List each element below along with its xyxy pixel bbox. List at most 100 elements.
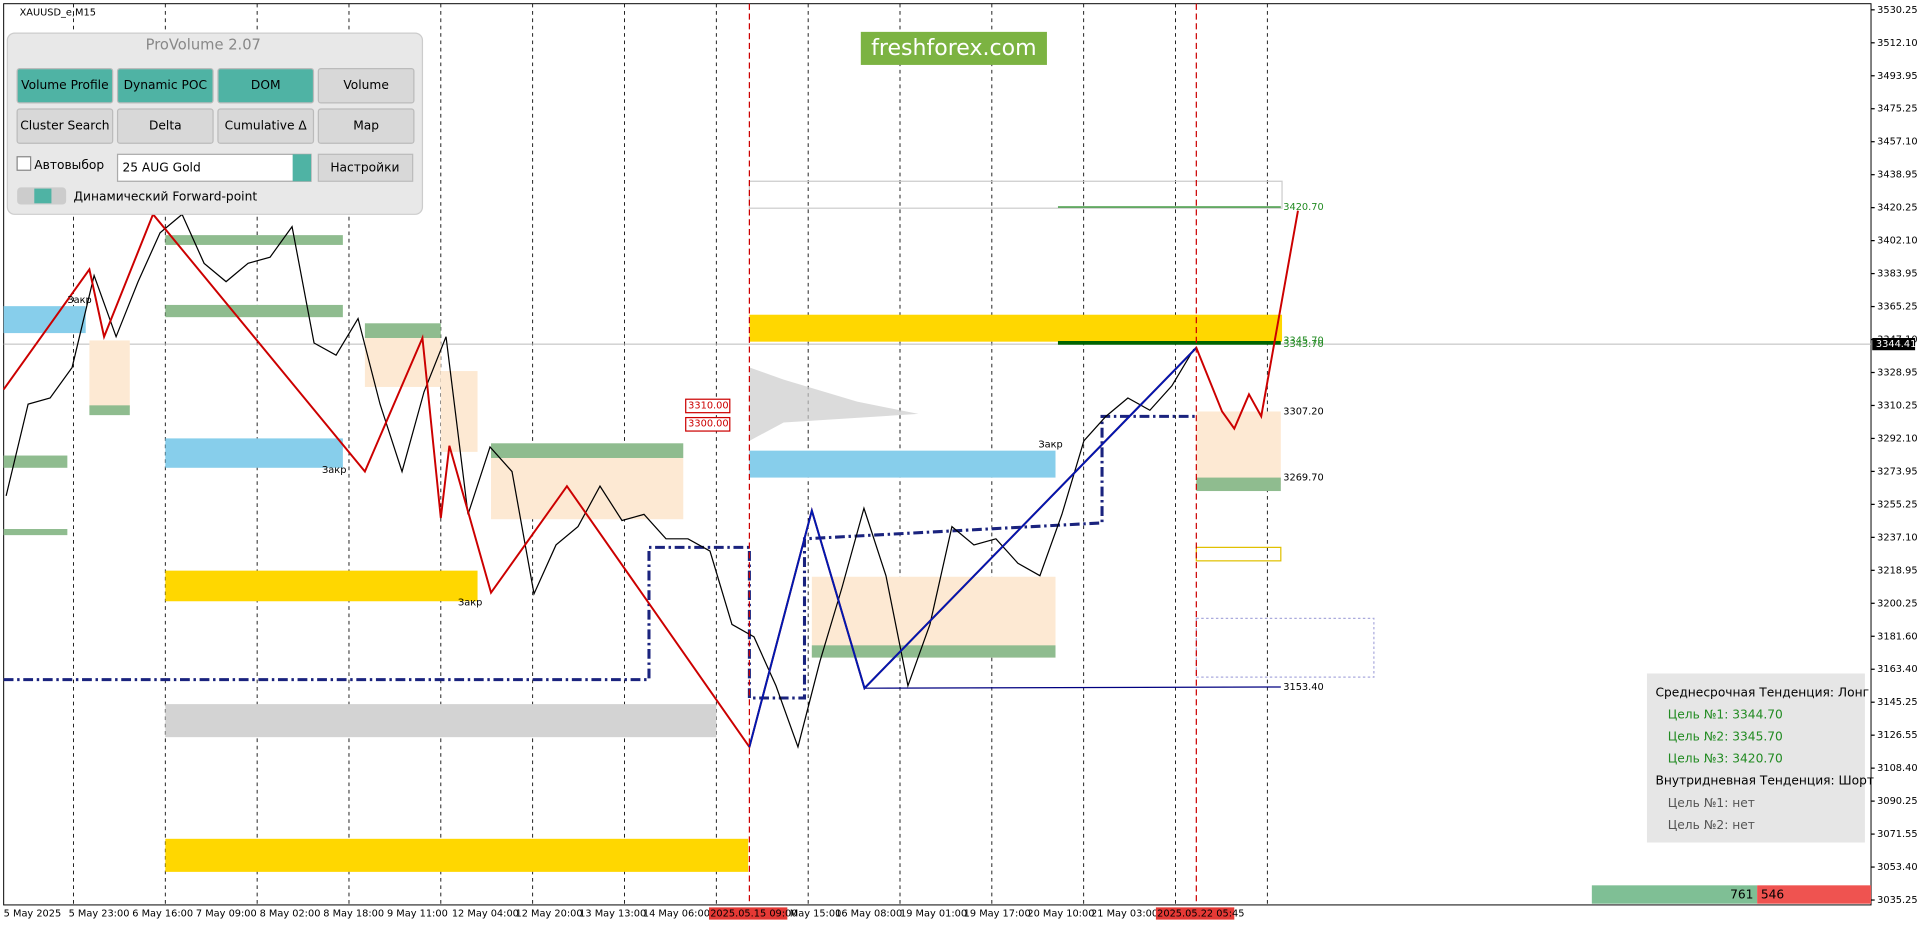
zone xyxy=(749,450,1056,478)
button-label: Volume xyxy=(343,78,389,92)
y-tick-label: 3512.10 xyxy=(1877,38,1917,49)
y-tick-label: 3310.25 xyxy=(1877,400,1917,411)
instrument-select[interactable] xyxy=(116,153,312,182)
x-tick-label: 5 May 2025 xyxy=(4,909,62,920)
level-label: 3420.70 xyxy=(1283,202,1323,213)
info-box xyxy=(1646,673,1865,843)
x-tick-label: 14 May 06:00 xyxy=(643,909,710,920)
y-tick-label: 3053.40 xyxy=(1877,862,1917,873)
y-tick-label: 3530.25 xyxy=(1877,5,1917,16)
panel-button[interactable] xyxy=(317,67,415,104)
x-tick-label: 12 May 20:00 xyxy=(516,909,583,920)
zone xyxy=(3,529,68,536)
y-tick-label: 3145.25 xyxy=(1877,697,1917,708)
x-tick-label: 19 May 17:00 xyxy=(964,909,1031,920)
plot-frame xyxy=(3,3,1872,906)
instrument: 25 AUG Gold xyxy=(122,160,200,174)
price-line xyxy=(5,213,1195,749)
y-tick-label: 3200.25 xyxy=(1877,598,1917,609)
y-tick-label: 3163.40 xyxy=(1877,664,1917,675)
select-arrows[interactable] xyxy=(292,154,312,182)
x-tick-label: 19 May 01:00 xyxy=(900,909,967,920)
panel-button[interactable] xyxy=(116,67,214,104)
target: Цель №1: нет xyxy=(1668,796,1755,810)
y-tick-label: 3292.10 xyxy=(1877,433,1917,444)
level-label: 3310.00 xyxy=(688,400,728,411)
zone xyxy=(165,438,343,468)
level-label: 3343.70 xyxy=(1283,339,1323,350)
sell-label: 546 xyxy=(1761,888,1785,902)
button-label: DOM xyxy=(251,78,281,92)
button-label: Cumulative Δ xyxy=(225,119,308,133)
trend: Внутридневная Тенденция: Шорт xyxy=(1656,774,1875,788)
button-label: Dynamic POC xyxy=(124,78,207,92)
zone xyxy=(165,235,343,245)
button-label: Volume Profile xyxy=(21,78,108,92)
y-tick-label: 3035.25 xyxy=(1877,895,1917,906)
autoselect[interactable]: Автовыбор xyxy=(34,158,104,172)
panel-button[interactable] xyxy=(217,108,315,144)
level-label: 3307.20 xyxy=(1283,406,1323,417)
close-label: Закр xyxy=(322,465,346,476)
current-price-bg xyxy=(1872,337,1916,351)
zone xyxy=(165,838,749,872)
time-marker-bg xyxy=(708,907,788,920)
symbol: XAUUSD_e,M15 xyxy=(20,7,96,18)
panel-button[interactable] xyxy=(16,67,114,104)
y-tick-label: 3457.10 xyxy=(1877,137,1917,148)
zone xyxy=(89,340,130,408)
zone xyxy=(364,323,441,338)
x-tick-label: 9 May 11:00 xyxy=(387,909,448,920)
panel-button[interactable] xyxy=(16,108,114,144)
panel-button[interactable] xyxy=(116,108,214,144)
panel-button[interactable] xyxy=(317,108,415,144)
target: Цель №3: 3420.70 xyxy=(1668,752,1783,766)
x-tick-label: 2025.05.15 09:00 xyxy=(710,909,797,920)
button-label: Cluster Search xyxy=(20,119,109,133)
y-tick-label: 3328.95 xyxy=(1877,368,1917,379)
y-tick-label: 3071.55 xyxy=(1877,829,1917,840)
current-price: 3344.41 xyxy=(1876,339,1916,350)
zigzag-blue xyxy=(748,347,1198,748)
zone xyxy=(1196,411,1281,485)
level-label: 3300.00 xyxy=(688,419,728,430)
target: Цель №2: 3345.70 xyxy=(1668,730,1783,744)
y-tick-label: 3108.40 xyxy=(1877,763,1917,774)
forward-point: Динамический Forward-point xyxy=(73,190,257,204)
panel-button[interactable] xyxy=(217,67,315,104)
x-tick-label: 20 May 10:00 xyxy=(1027,909,1094,920)
x-tick-label: 2025.05.22 05:45 xyxy=(1157,909,1244,920)
level-label: 3345.70 xyxy=(1283,335,1323,346)
toggle-knob xyxy=(34,188,52,204)
zone xyxy=(1195,617,1375,678)
x-tick-label: 13 May 13:00 xyxy=(579,909,646,920)
y-tick-label: 3273.95 xyxy=(1877,466,1917,477)
zone xyxy=(165,570,478,602)
settings-button[interactable] xyxy=(317,153,414,182)
x-tick-label: 12 May 04:00 xyxy=(452,909,519,920)
y-tick-label: 3090.25 xyxy=(1877,796,1917,807)
checkbox[interactable] xyxy=(16,156,32,171)
close-label: Закр xyxy=(67,295,91,306)
panel-title: ProVolume 2.07 xyxy=(146,36,261,53)
y-tick-label: 3493.95 xyxy=(1877,71,1917,82)
x-tick-label: 6 May 16:00 xyxy=(132,909,193,920)
level-label: 3269.70 xyxy=(1283,473,1323,484)
x-tick-label: 8 May 02:00 xyxy=(260,909,321,920)
panel-buttons: Volume Profile Dynamic POC DOM Volume Cluste… xyxy=(16,67,415,144)
buy-volume xyxy=(1591,885,1758,904)
y-tick-label: 3402.10 xyxy=(1877,236,1917,247)
zone xyxy=(89,405,130,416)
button-label: Map xyxy=(353,119,379,133)
trend: Среднесрочная Тенденция: Лонг xyxy=(1656,686,1870,700)
x-tick-label: 5 May 23:00 xyxy=(69,909,130,920)
zone xyxy=(3,455,68,468)
zone xyxy=(811,645,1056,658)
low-line xyxy=(864,686,1281,689)
level-label: 3153.40 xyxy=(1283,682,1323,693)
zone xyxy=(749,314,1283,342)
volume-profile xyxy=(749,367,919,441)
zone xyxy=(364,337,441,387)
